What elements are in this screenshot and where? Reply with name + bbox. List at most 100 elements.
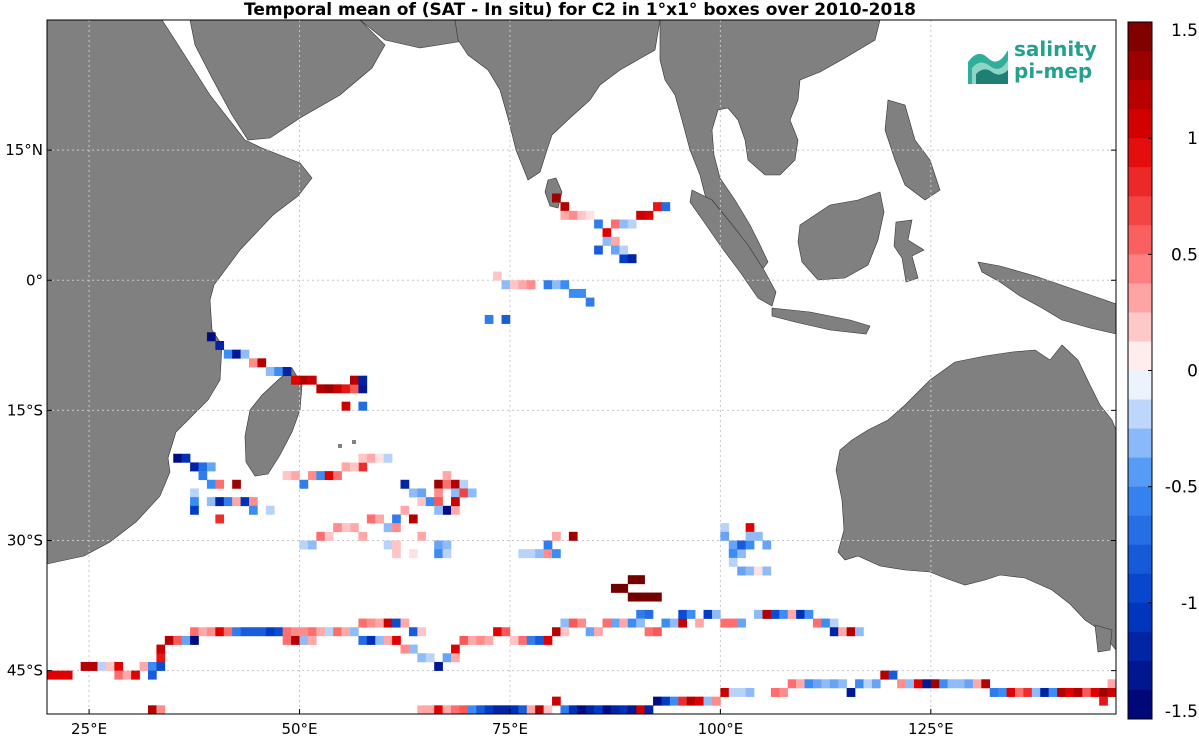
map-frame	[46, 19, 1117, 715]
salinity-box	[610, 618, 620, 628]
colorbar-segment	[1128, 457, 1152, 488]
salinity-box	[333, 627, 342, 637]
salinity-box	[737, 687, 746, 697]
salinity-box	[610, 583, 620, 593]
salinity-box	[358, 375, 368, 385]
salinity-box	[341, 384, 351, 394]
salinity-box	[316, 531, 326, 541]
salinity-box	[594, 219, 603, 229]
colorbar-tick-label: 0.5	[1171, 245, 1198, 265]
salinity-box	[156, 653, 166, 663]
salinity-box	[728, 618, 738, 628]
salinity-box	[181, 635, 191, 645]
salinity-box	[282, 471, 292, 481]
salinity-box	[215, 497, 225, 507]
salinity-box	[434, 540, 443, 550]
salinity-box	[307, 375, 317, 385]
salinity-box	[610, 236, 620, 246]
salinity-box	[451, 705, 460, 714]
colorbar-segment	[1128, 22, 1152, 52]
tasmania-landmass	[1094, 624, 1113, 653]
salinity-box	[358, 462, 368, 472]
salinity-box	[358, 453, 368, 463]
salinity-box	[451, 644, 460, 654]
salinity-box	[560, 280, 570, 290]
salinity-box	[653, 202, 662, 212]
salinity-box	[552, 627, 561, 637]
salinity-box	[509, 705, 519, 714]
salinity-box	[198, 627, 208, 637]
salinity-box	[383, 523, 393, 533]
salinity-box	[619, 245, 629, 255]
y-tick-label: 45°S	[7, 662, 43, 680]
salinity-boxes	[47, 193, 1125, 714]
salinity-box	[838, 679, 847, 689]
salinity-box	[526, 280, 536, 290]
wave-icon	[968, 50, 1008, 84]
salinity-box	[434, 549, 443, 559]
salinity-box	[754, 566, 763, 576]
salinity-box	[526, 705, 536, 714]
salinity-box	[762, 609, 772, 619]
salinity-box	[139, 661, 149, 671]
salinity-box	[1065, 687, 1075, 697]
colorbar-segment	[1128, 428, 1152, 459]
salinity-box	[855, 679, 864, 689]
salinity-box	[484, 705, 494, 714]
salinity-box	[299, 627, 309, 637]
salinity-box	[627, 254, 637, 264]
salinity-box	[678, 618, 688, 628]
colorbar-segment	[1128, 399, 1152, 429]
salinity-box	[434, 488, 443, 498]
salinity-box	[636, 609, 645, 619]
x-tick-label: 75°E	[492, 720, 528, 738]
salinity-box	[47, 670, 56, 680]
salinity-box	[821, 618, 831, 628]
salinity-box	[602, 228, 612, 238]
salinity-box	[1099, 687, 1108, 697]
salinity-box	[653, 592, 662, 602]
salinity-box	[400, 644, 410, 654]
salinity-box	[627, 705, 637, 714]
salinity-box	[745, 540, 755, 550]
salinity-box	[762, 566, 772, 576]
salinity-box	[770, 609, 780, 619]
colorbar-tick-label: -1.5	[1165, 702, 1198, 722]
salinity-box	[644, 705, 654, 714]
salinity-box	[156, 661, 166, 671]
salinity-box	[350, 384, 359, 394]
salinity-box	[173, 635, 182, 645]
salinity-box	[299, 540, 309, 550]
salinity-box	[493, 705, 502, 714]
salinity-box	[535, 635, 544, 645]
salinity-box	[467, 635, 477, 645]
salinity-box	[610, 245, 620, 255]
salinity-box	[476, 635, 486, 645]
salinity-box	[190, 627, 199, 637]
salinity-box	[484, 314, 494, 324]
salinity-box	[417, 531, 427, 541]
salinity-box	[451, 653, 460, 663]
salinity-box	[358, 401, 368, 411]
salinity-box	[392, 523, 401, 533]
salinity-box	[291, 635, 300, 645]
salinity-box	[148, 661, 157, 671]
australia-landmass	[835, 344, 1116, 651]
salinity-box	[223, 627, 233, 637]
salinity-box	[1023, 687, 1033, 697]
salinity-box	[956, 679, 965, 689]
salinity-box	[728, 687, 738, 697]
salinity-pi-mep-logo: salinity pi-mep	[966, 38, 1097, 88]
salinity-box	[316, 471, 326, 481]
salinity-box	[711, 696, 721, 706]
colorbar-segment	[1128, 370, 1152, 400]
salinity-box	[1116, 688, 1125, 697]
salinity-box	[644, 627, 654, 637]
salinity-box	[695, 618, 704, 628]
x-tick-label: 25°E	[71, 720, 107, 738]
salinity-box	[686, 696, 696, 706]
logo-text-pi-mep: pi-mep	[1014, 59, 1093, 83]
salinity-box	[55, 670, 65, 680]
salinity-box	[720, 618, 730, 628]
y-tick-label: 15°N	[5, 141, 43, 159]
